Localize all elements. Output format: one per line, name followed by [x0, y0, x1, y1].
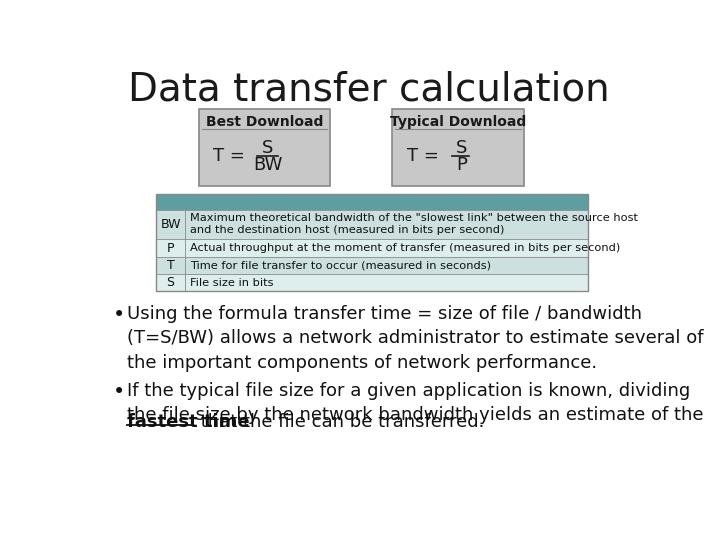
Text: T =: T =: [213, 147, 251, 165]
FancyBboxPatch shape: [199, 110, 330, 186]
Text: File size in bits: File size in bits: [190, 278, 274, 288]
FancyBboxPatch shape: [156, 210, 588, 239]
Text: P: P: [167, 241, 174, 254]
Text: S: S: [166, 276, 175, 289]
Text: •: •: [113, 382, 125, 402]
Text: Actual throughput at the moment of transfer (measured in bits per second): Actual throughput at the moment of trans…: [190, 243, 620, 253]
Text: Using the formula transfer time = size of file / bandwidth
(T=S/BW) allows a net: Using the formula transfer time = size o…: [127, 305, 703, 372]
Text: S: S: [262, 139, 273, 157]
Text: Maximum theoretical bandwidth of the "slowest link" between the source host
and : Maximum theoretical bandwidth of the "sl…: [190, 213, 638, 235]
Text: P: P: [456, 156, 467, 174]
Text: •: •: [113, 305, 125, 325]
FancyBboxPatch shape: [156, 257, 588, 274]
Text: BW: BW: [161, 218, 181, 231]
Text: Time for file transfer to occur (measured in seconds): Time for file transfer to occur (measure…: [190, 261, 491, 271]
FancyBboxPatch shape: [156, 274, 588, 291]
Text: Best Download: Best Download: [206, 115, 323, 129]
FancyBboxPatch shape: [392, 110, 524, 186]
Text: BW: BW: [253, 156, 282, 174]
Text: that the file can be transferred.: that the file can be transferred.: [194, 413, 484, 431]
Text: fastest time: fastest time: [127, 413, 250, 431]
Text: Typical Download: Typical Download: [390, 115, 526, 129]
Text: Data transfer calculation: Data transfer calculation: [128, 70, 610, 109]
Text: T =: T =: [407, 147, 444, 165]
Text: S: S: [456, 139, 467, 157]
FancyBboxPatch shape: [156, 194, 588, 210]
Text: If the typical file size for a given application is known, dividing
the file siz: If the typical file size for a given app…: [127, 382, 703, 424]
FancyBboxPatch shape: [156, 239, 588, 257]
Text: T: T: [167, 259, 174, 272]
